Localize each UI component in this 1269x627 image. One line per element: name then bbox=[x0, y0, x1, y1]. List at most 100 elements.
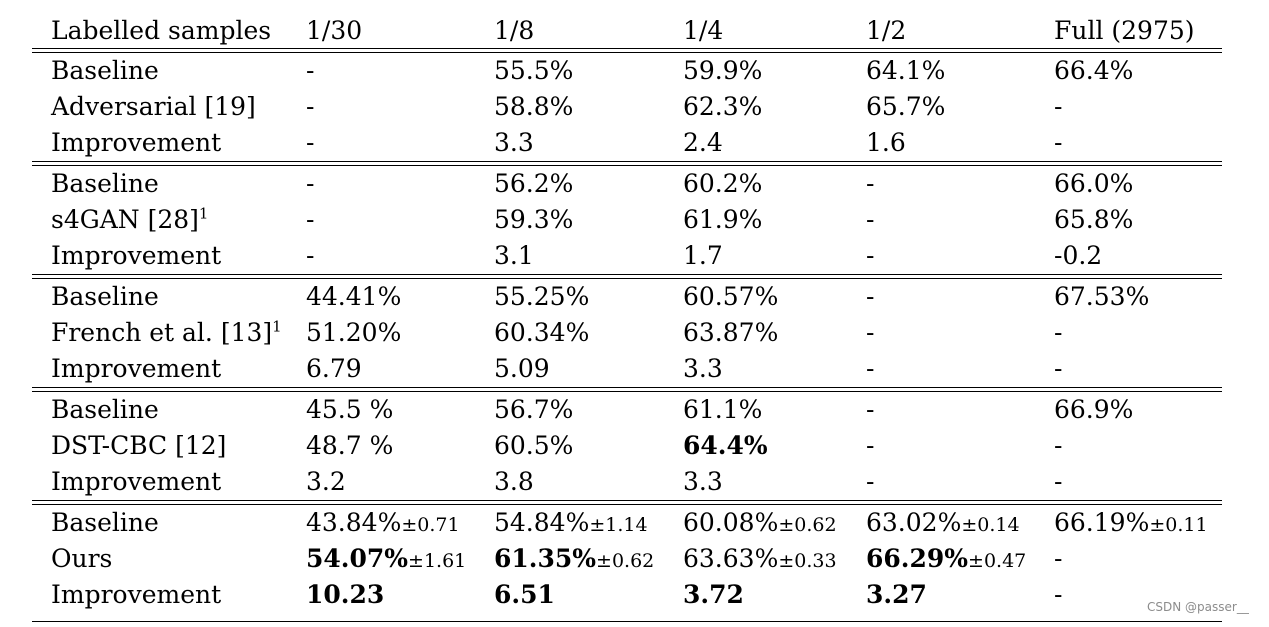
cell-value: 65.7% bbox=[866, 92, 946, 121]
cell-value: - bbox=[1054, 580, 1063, 609]
table-cell: 61.35%±0.62 bbox=[494, 541, 654, 579]
table-cell: 66.19%±0.11 bbox=[1054, 505, 1208, 543]
footnote-marker: 1 bbox=[198, 204, 209, 223]
cell-value: Baseline bbox=[51, 508, 159, 537]
cell-value: 55.25% bbox=[494, 282, 590, 311]
cell-value: 56.7% bbox=[494, 395, 574, 424]
row-label: Baseline bbox=[51, 279, 159, 315]
cell-value: - bbox=[866, 169, 875, 198]
header-cell-full: Full (2975) bbox=[1054, 16, 1195, 45]
cell-value: 60.2% bbox=[683, 169, 763, 198]
table-row: Baseline 43.84%±0.71 54.84%±1.14 60.08%±0.6… bbox=[32, 505, 1222, 541]
cell-value: 5.09 bbox=[494, 354, 550, 383]
table-cell: 61.9% bbox=[683, 202, 762, 238]
table-cell: 61.1% bbox=[683, 392, 762, 428]
table-cell: 54.07%±1.61 bbox=[306, 541, 466, 579]
row-label: s4GAN [28]1 bbox=[51, 202, 208, 238]
cell-value: 3.72 bbox=[683, 580, 744, 609]
table-cell: 3.2 bbox=[306, 464, 346, 500]
cell-value: 58.8% bbox=[494, 92, 574, 121]
table-cell: 55.5% bbox=[494, 53, 573, 89]
cell-value: - bbox=[1054, 431, 1063, 460]
cell-value: 6.51 bbox=[494, 580, 555, 609]
table-cell: 66.9% bbox=[1054, 392, 1133, 428]
table-cell: - bbox=[866, 166, 874, 202]
std-deviation: ±0.47 bbox=[968, 550, 1027, 572]
table-cell: 60.2% bbox=[683, 166, 762, 202]
table-row: Improvement 3.2 3.8 3.3 - - bbox=[32, 464, 1222, 500]
cell-value: 64.4% bbox=[683, 431, 768, 460]
cell-value: 3.1 bbox=[494, 241, 534, 270]
table-row: DST-CBC [12] 48.7 % 60.5% 64.4% - - bbox=[32, 428, 1222, 464]
group-separator-rule bbox=[32, 274, 1222, 279]
table-cell: 56.2% bbox=[494, 166, 573, 202]
cell-value: s4GAN [28] bbox=[51, 205, 199, 234]
row-label: Baseline bbox=[51, 53, 159, 89]
row-label: Improvement bbox=[51, 577, 221, 613]
table-cell: 51.20% bbox=[306, 315, 401, 351]
row-label: French et al. [13]1 bbox=[51, 315, 282, 351]
table-cell: 63.02%±0.14 bbox=[866, 505, 1020, 543]
table-cell: - bbox=[1054, 89, 1062, 125]
cell-value: - bbox=[1054, 467, 1063, 496]
cell-value: Improvement bbox=[51, 354, 222, 383]
table-row: Baseline - 56.2% 60.2% - 66.0% bbox=[32, 166, 1222, 202]
cell-value: 44.41% bbox=[306, 282, 402, 311]
table-cell: -0.2 bbox=[1054, 238, 1102, 274]
std-deviation: ±0.62 bbox=[596, 550, 655, 572]
results-table: Labelled samples 1/30 1/8 1/4 1/2 Full (… bbox=[32, 8, 1222, 622]
cell-value: 66.9% bbox=[1054, 395, 1134, 424]
cell-value: -0.2 bbox=[1054, 241, 1103, 270]
table-body: Baseline - 55.5% 59.9% 64.1% 66.4% Adversarial… bbox=[32, 48, 1222, 613]
cell-value: 66.29% bbox=[866, 544, 969, 573]
row-label: Improvement bbox=[51, 125, 221, 161]
table-cell: 44.41% bbox=[306, 279, 401, 315]
header-cell-1-2: 1/2 bbox=[866, 16, 907, 45]
row-label: DST-CBC [12] bbox=[51, 428, 226, 464]
table-cell: 60.08%±0.62 bbox=[683, 505, 837, 543]
std-deviation: ±0.71 bbox=[401, 514, 460, 536]
table-cell: 60.34% bbox=[494, 315, 589, 351]
cell-value: 60.5% bbox=[494, 431, 574, 460]
table-row: French et al. [13]1 51.20% 60.34% 63.87% - - bbox=[32, 315, 1222, 351]
std-deviation: ±0.11 bbox=[1149, 514, 1208, 536]
cell-value: Baseline bbox=[51, 56, 159, 85]
table-cell: - bbox=[866, 315, 874, 351]
cell-value: 67.53% bbox=[1054, 282, 1150, 311]
cell-value: - bbox=[1054, 128, 1063, 157]
table-row: s4GAN [28]1 - 59.3% 61.9% - 65.8% bbox=[32, 202, 1222, 238]
table-cell: 56.7% bbox=[494, 392, 573, 428]
cell-value: Baseline bbox=[51, 395, 159, 424]
cell-value: - bbox=[866, 205, 875, 234]
header-row: Labelled samples 1/30 1/8 1/4 1/2 Full (… bbox=[32, 8, 1222, 48]
row-label: Ours bbox=[51, 541, 112, 577]
table-cell: 66.4% bbox=[1054, 53, 1133, 89]
row-label: Improvement bbox=[51, 351, 221, 387]
cell-value: - bbox=[866, 354, 875, 383]
table-cell: 59.9% bbox=[683, 53, 762, 89]
cell-value: 43.84% bbox=[306, 508, 402, 537]
table-cell: - bbox=[866, 464, 874, 500]
group-separator-rule bbox=[32, 48, 1222, 53]
cell-value: - bbox=[866, 467, 875, 496]
row-label: Baseline bbox=[51, 392, 159, 428]
cell-value: DST-CBC [12] bbox=[51, 431, 227, 460]
table-cell: 67.53% bbox=[1054, 279, 1149, 315]
group-separator-rule bbox=[32, 161, 1222, 166]
cell-value: - bbox=[866, 395, 875, 424]
row-label: Adversarial [19] bbox=[51, 89, 256, 125]
group-separator-rule bbox=[32, 387, 1222, 392]
cell-value: 6.79 bbox=[306, 354, 362, 383]
table-cell: - bbox=[866, 392, 874, 428]
table-row: Improvement 10.23 6.51 3.72 3.27 - bbox=[32, 577, 1222, 613]
table-cell: - bbox=[306, 53, 314, 89]
table-cell: 54.84%±1.14 bbox=[494, 505, 648, 543]
table-cell: - bbox=[306, 125, 314, 161]
cell-value: 3.8 bbox=[494, 467, 534, 496]
cell-value: - bbox=[306, 169, 315, 198]
table-cell: - bbox=[1054, 125, 1062, 161]
table-row: Baseline 44.41% 55.25% 60.57% - 67.53% bbox=[32, 279, 1222, 315]
table-cell: 3.3 bbox=[683, 464, 723, 500]
table-cell: - bbox=[1054, 428, 1062, 464]
cell-value: 63.02% bbox=[866, 508, 962, 537]
